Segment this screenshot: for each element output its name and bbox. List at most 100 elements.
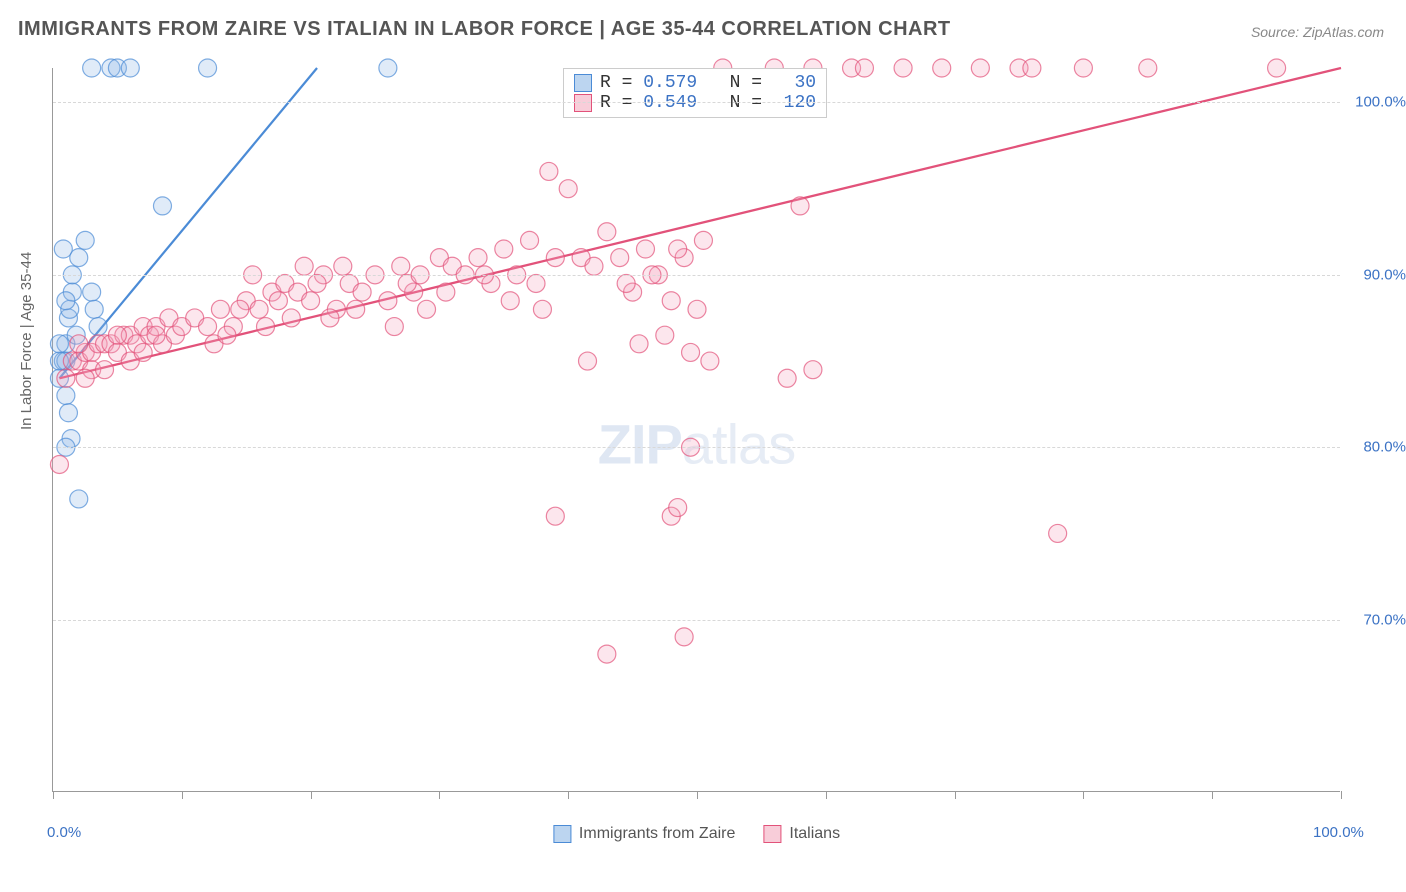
legend-swatch-italians	[763, 825, 781, 843]
source-attribution: Source: ZipAtlas.com	[1251, 24, 1384, 40]
data-point-italians	[791, 197, 809, 215]
data-point-italians	[302, 292, 320, 310]
data-point-italians	[147, 326, 165, 344]
data-point-italians	[546, 507, 564, 525]
data-point-italians	[585, 257, 603, 275]
data-point-italians	[76, 369, 94, 387]
x-tick	[1341, 791, 1342, 799]
data-point-italians	[347, 300, 365, 318]
x-tick	[311, 791, 312, 799]
data-point-zaire	[153, 197, 171, 215]
data-point-italians	[546, 249, 564, 267]
data-point-italians	[559, 180, 577, 198]
data-point-italians	[662, 292, 680, 310]
data-point-italians	[211, 300, 229, 318]
plot-area: ZIPatlas R = 0.579 N = 30R = 0.549 N = 1…	[52, 68, 1340, 792]
data-point-italians	[1049, 524, 1067, 542]
data-point-zaire	[83, 283, 101, 301]
data-point-italians	[218, 326, 236, 344]
legend-label: Italians	[789, 825, 840, 843]
x-tick	[955, 791, 956, 799]
data-point-italians	[392, 257, 410, 275]
data-point-zaire	[121, 59, 139, 77]
data-point-italians	[469, 249, 487, 267]
x-tick-label: 100.0%	[1313, 824, 1364, 841]
data-point-zaire	[57, 387, 75, 405]
data-point-italians	[437, 283, 455, 301]
stats-row-zaire: R = 0.579 N = 30	[574, 73, 816, 93]
data-point-italians	[630, 335, 648, 353]
data-point-italians	[617, 274, 635, 292]
series-legend: Immigrants from Zaire Italians	[553, 825, 840, 843]
x-tick	[439, 791, 440, 799]
data-point-italians	[636, 240, 654, 258]
data-point-italians	[675, 628, 693, 646]
data-point-italians	[269, 292, 287, 310]
data-point-italians	[1074, 59, 1092, 77]
data-point-zaire	[57, 292, 75, 310]
data-point-italians	[701, 352, 719, 370]
data-point-italians	[894, 59, 912, 77]
x-tick	[1083, 791, 1084, 799]
data-point-italians	[804, 361, 822, 379]
swatch-zaire	[574, 74, 592, 92]
data-point-zaire	[70, 249, 88, 267]
data-point-italians	[334, 257, 352, 275]
y-tick-label: 70.0%	[1363, 611, 1406, 628]
y-axis-label: In Labor Force | Age 35-44	[18, 252, 35, 430]
data-point-italians	[295, 257, 313, 275]
data-point-zaire	[76, 231, 94, 249]
x-tick	[182, 791, 183, 799]
data-point-italians	[1023, 59, 1041, 77]
data-point-italians	[501, 292, 519, 310]
data-point-italians	[96, 361, 114, 379]
data-point-zaire	[50, 335, 68, 353]
plot-svg	[53, 68, 1340, 791]
data-point-italians	[533, 300, 551, 318]
data-point-italians	[134, 343, 152, 361]
gridline	[53, 275, 1340, 276]
data-point-italians	[656, 326, 674, 344]
legend-item-italians: Italians	[763, 825, 840, 843]
data-point-italians	[108, 326, 126, 344]
data-point-italians	[57, 369, 75, 387]
data-point-italians	[385, 318, 403, 336]
data-point-italians	[688, 300, 706, 318]
data-point-zaire	[89, 318, 107, 336]
x-tick	[697, 791, 698, 799]
data-point-italians	[971, 59, 989, 77]
data-point-italians	[669, 499, 687, 517]
data-point-italians	[257, 318, 275, 336]
source-label: Source:	[1251, 24, 1299, 40]
data-point-zaire	[379, 59, 397, 77]
legend-label: Immigrants from Zaire	[579, 825, 735, 843]
data-point-zaire	[83, 59, 101, 77]
y-tick-label: 80.0%	[1363, 439, 1406, 456]
stats-text: R = 0.579 N = 30	[600, 73, 816, 93]
data-point-italians	[855, 59, 873, 77]
data-point-italians	[70, 335, 88, 353]
y-tick-label: 100.0%	[1355, 94, 1406, 111]
data-point-italians	[579, 352, 597, 370]
data-point-italians	[669, 240, 687, 258]
x-tick-label: 0.0%	[47, 824, 81, 841]
legend-item-zaire: Immigrants from Zaire	[553, 825, 735, 843]
data-point-italians	[308, 274, 326, 292]
data-point-zaire	[85, 300, 103, 318]
data-point-italians	[50, 455, 68, 473]
data-point-italians	[250, 300, 268, 318]
data-point-italians	[1268, 59, 1286, 77]
data-point-italians	[778, 369, 796, 387]
data-point-italians	[321, 309, 339, 327]
x-tick	[826, 791, 827, 799]
data-point-italians	[540, 162, 558, 180]
source-name: ZipAtlas.com	[1303, 24, 1384, 40]
data-point-italians	[682, 343, 700, 361]
data-point-italians	[611, 249, 629, 267]
x-tick	[53, 791, 54, 799]
gridline	[53, 447, 1340, 448]
stats-legend-box: R = 0.579 N = 30R = 0.549 N = 120	[563, 68, 827, 118]
data-point-italians	[231, 300, 249, 318]
x-tick	[568, 791, 569, 799]
gridline	[53, 102, 1340, 103]
